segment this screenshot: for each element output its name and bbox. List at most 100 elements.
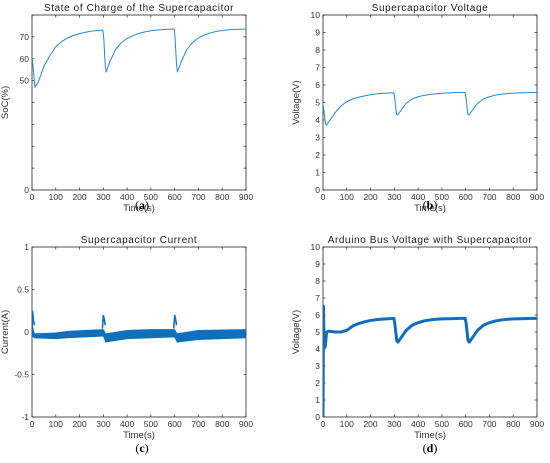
plot-area xyxy=(322,246,538,418)
y-tick-label: 60 xyxy=(20,54,30,64)
x-tick-label: 800 xyxy=(215,192,229,202)
current-band xyxy=(32,323,246,343)
y-axis-label: SoC(%) xyxy=(0,86,11,119)
panel-caption: (c) xyxy=(135,441,148,455)
caption-letter: b xyxy=(427,198,434,212)
chart-panel-b: 0 100 200 300 400 500 600 700 800 900 0 1 2 3 4 5 6 7 8 9 10… xyxy=(291,3,544,214)
x-tick-label: 500 xyxy=(144,192,158,202)
y-tick-label: 1 xyxy=(24,242,29,252)
x-tick-label: 0 xyxy=(30,192,35,202)
x-tick-label: 100 xyxy=(340,419,354,429)
x-tick-label: 600 xyxy=(459,419,473,429)
y-tick-label: 1 xyxy=(315,395,320,405)
x-tick-label: 100 xyxy=(340,192,354,202)
x-tick-label: 500 xyxy=(144,419,158,429)
y-tick-label: 9 xyxy=(315,28,320,38)
x-tick-label: 500 xyxy=(435,192,449,202)
x-tick-label: 700 xyxy=(191,192,205,202)
y-tick-label: 0 xyxy=(24,327,29,337)
y-tick-label: 4 xyxy=(315,344,320,354)
y-tick-label: 2 xyxy=(315,150,320,160)
caption-paren-open: ( xyxy=(135,198,139,212)
x-tick-label: 300 xyxy=(387,192,401,202)
x-axis-label: Time(s) xyxy=(123,430,155,441)
data-layer xyxy=(32,310,246,343)
x-tick-label: 300 xyxy=(96,192,110,202)
y-tick-label: 6 xyxy=(315,310,320,320)
x-axis-label: Time(s) xyxy=(414,203,446,214)
chart-title: Arduino Bus Voltage with Supercapacitor xyxy=(328,235,533,246)
x-tick-label: 900 xyxy=(530,419,544,429)
y-tick-label: 7 xyxy=(315,293,320,303)
y-tick-label: 0.5 xyxy=(17,285,29,295)
x-tick-label: 800 xyxy=(506,419,520,429)
y-axis-label: Voltage(V) xyxy=(291,80,302,124)
y-tick-label: 0 xyxy=(315,412,320,422)
y-tick-label: 4 xyxy=(315,115,320,125)
y-tick-label: 8 xyxy=(315,45,320,55)
y-tick-label: 50 xyxy=(20,76,30,86)
chart-panel-a: 0 100 200 300 400 500 600 700 800 900 0 50 60 70 State… xyxy=(0,3,253,214)
x-axis-label: Time(s) xyxy=(123,203,155,214)
y-tick-label: -1 xyxy=(21,412,29,422)
caption-paren-close: ) xyxy=(433,198,437,212)
caption-paren-close: ) xyxy=(433,441,437,455)
caption-paren-close: ) xyxy=(145,441,149,455)
x-tick-label: 700 xyxy=(191,419,205,429)
y-tick-label: 8 xyxy=(315,276,320,286)
y-axis-label: Voltage(V) xyxy=(291,310,302,354)
y-tick-label: 10 xyxy=(311,10,321,20)
y-tick-label: 6 xyxy=(315,80,320,90)
caption-paren-open: ( xyxy=(135,441,139,455)
chart-panel-c: 0 100 200 300 400 500 600 700 800 900 -1 -0.5 0 0.5 1 S… xyxy=(0,235,253,455)
caption-paren-open: ( xyxy=(423,198,427,212)
panel-caption: (b) xyxy=(423,198,438,212)
caption-letter: d xyxy=(427,441,434,455)
x-tick-label: 300 xyxy=(387,419,401,429)
chart-title: Supercapacitor Current xyxy=(81,235,198,246)
y-tick-label: 3 xyxy=(315,133,320,143)
x-axis-label: Time(s) xyxy=(414,430,446,441)
x-tick-label: 0 xyxy=(321,419,326,429)
y-tick-label: 10 xyxy=(311,242,321,252)
x-tick-label: 400 xyxy=(411,419,425,429)
y-tick-label: 7 xyxy=(315,63,320,73)
x-tick-label: 100 xyxy=(49,192,63,202)
panel-caption: (d) xyxy=(423,441,438,455)
x-tick-label: 500 xyxy=(435,419,449,429)
x-tick-label: 800 xyxy=(215,419,229,429)
x-tick-label: 800 xyxy=(506,192,520,202)
chart-title: Supercapacitor Voltage xyxy=(372,3,489,14)
caption-paren-open: ( xyxy=(423,441,427,455)
current-spike xyxy=(32,310,36,337)
current-spike xyxy=(172,314,178,329)
x-tick-label: 300 xyxy=(96,419,110,429)
x-tick-label: 700 xyxy=(482,419,496,429)
y-tick-label: 0 xyxy=(24,185,29,195)
y-tick-label: -0.5 xyxy=(14,370,29,380)
x-tick-label: 900 xyxy=(239,419,253,429)
y-tick-label: 5 xyxy=(315,98,320,108)
y-tick-label: 2 xyxy=(315,378,320,388)
x-tick-label: 400 xyxy=(120,419,134,429)
x-tick-label: 400 xyxy=(411,192,425,202)
x-tick-label: 200 xyxy=(363,192,377,202)
series-line xyxy=(32,28,246,88)
x-tick-label: 600 xyxy=(168,192,182,202)
y-tick-label: 70 xyxy=(20,32,30,42)
data-layer xyxy=(323,92,537,126)
x-tick-label: 200 xyxy=(363,419,377,429)
y-tick-label: 9 xyxy=(315,259,320,269)
x-tick-label: 900 xyxy=(530,192,544,202)
x-tick-label: 0 xyxy=(321,192,326,202)
data-layer xyxy=(32,28,246,88)
plot-area xyxy=(322,14,538,191)
plot-area xyxy=(31,14,247,191)
chart-title: State of Charge of the Supercapacitor xyxy=(44,3,234,14)
panel-caption: (a) xyxy=(135,198,149,212)
y-axis-label: Current(A) xyxy=(0,310,11,354)
caption-paren-close: ) xyxy=(145,198,149,212)
series-line xyxy=(323,92,537,126)
x-tick-label: 0 xyxy=(30,419,35,429)
